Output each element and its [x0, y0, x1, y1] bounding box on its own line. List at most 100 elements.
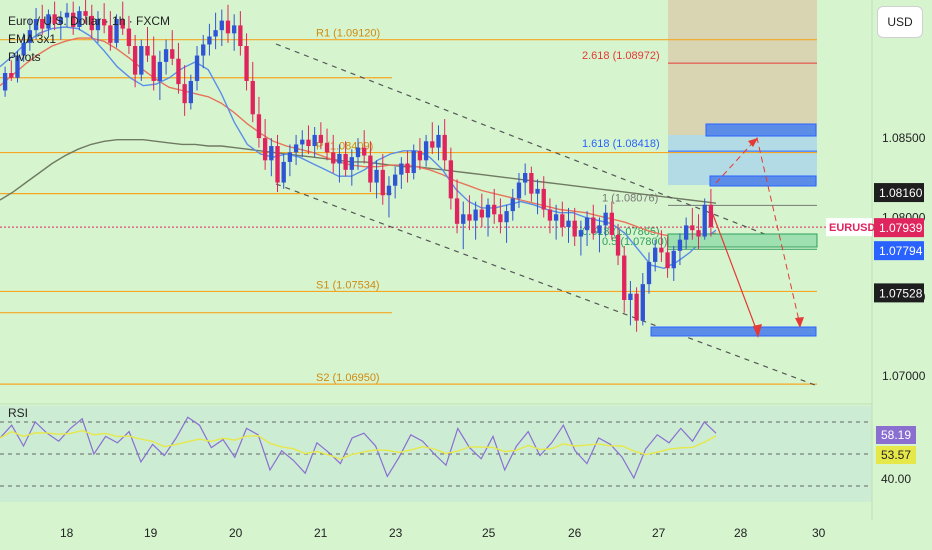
candle[interactable] [423, 141, 429, 161]
candle[interactable] [312, 134, 317, 147]
candle[interactable] [702, 204, 707, 237]
candle[interactable] [467, 214, 472, 221]
candle[interactable] [659, 247, 664, 253]
candle[interactable] [603, 212, 608, 226]
candle[interactable] [244, 46, 249, 81]
candle[interactable] [362, 147, 367, 156]
candle[interactable] [696, 230, 701, 237]
candle[interactable] [417, 150, 423, 161]
candle[interactable] [615, 234, 621, 256]
candle[interactable] [368, 155, 373, 183]
candle[interactable] [170, 49, 175, 59]
candle[interactable] [653, 247, 658, 262]
candle[interactable] [2, 73, 8, 91]
legend-ema[interactable]: EMA 3x1 [8, 32, 57, 46]
rsi-title[interactable]: RSI [8, 406, 29, 420]
candle[interactable] [498, 214, 503, 223]
candle[interactable] [454, 198, 460, 224]
candle[interactable] [640, 284, 645, 321]
resistance-box[interactable] [709, 175, 817, 187]
candle[interactable] [516, 182, 522, 199]
candle[interactable] [194, 55, 200, 81]
ema-fast-line[interactable] [0, 26, 717, 270]
rsi-ma-line[interactable] [0, 429, 717, 460]
candle[interactable] [448, 160, 454, 199]
candle[interactable] [95, 19, 101, 31]
candle[interactable] [250, 80, 255, 115]
candle[interactable] [269, 146, 274, 161]
candle[interactable] [64, 12, 70, 18]
candle[interactable] [225, 20, 231, 34]
candle[interactable] [232, 25, 237, 34]
legend-symbol[interactable]: Euro / U.S. Dollar · 1h · FXCM [8, 14, 171, 28]
candle[interactable] [132, 46, 138, 75]
candle[interactable] [83, 11, 88, 16]
candle[interactable] [399, 163, 404, 175]
supply-box[interactable] [705, 123, 817, 137]
candle[interactable] [591, 217, 596, 234]
candle[interactable] [479, 209, 484, 218]
candle[interactable] [201, 44, 206, 56]
channel-upper-line[interactable] [275, 43, 781, 241]
candle[interactable] [504, 211, 509, 223]
candle[interactable] [492, 204, 497, 215]
candle[interactable] [430, 141, 435, 148]
candle[interactable] [337, 153, 342, 164]
candle[interactable] [46, 14, 51, 29]
candle[interactable] [374, 169, 379, 183]
candle[interactable] [529, 173, 534, 194]
entry-box[interactable] [667, 233, 818, 248]
candle[interactable] [535, 188, 540, 194]
candle[interactable] [386, 185, 392, 196]
candle[interactable] [176, 58, 181, 85]
candle[interactable] [584, 217, 590, 231]
candle[interactable] [405, 163, 410, 174]
candle[interactable] [628, 293, 633, 300]
candle[interactable] [609, 212, 615, 235]
candle[interactable] [380, 169, 385, 196]
candle[interactable] [40, 19, 45, 29]
candle[interactable] [262, 138, 268, 161]
candle[interactable] [318, 134, 324, 143]
candle[interactable] [256, 114, 262, 139]
candle[interactable] [207, 36, 212, 45]
candle[interactable] [622, 255, 627, 300]
candle[interactable] [293, 144, 299, 153]
candle[interactable] [71, 12, 76, 27]
candle[interactable] [275, 146, 280, 183]
candle[interactable] [665, 252, 670, 269]
candle[interactable] [120, 19, 125, 29]
candle[interactable] [572, 220, 577, 237]
candle[interactable] [139, 46, 144, 75]
candle[interactable] [52, 14, 57, 24]
candle[interactable] [683, 225, 689, 240]
candle[interactable] [473, 209, 478, 221]
candle[interactable] [188, 80, 194, 104]
candle[interactable] [708, 204, 714, 227]
candle[interactable] [77, 11, 82, 27]
candle[interactable] [114, 19, 119, 43]
candle[interactable] [157, 61, 163, 81]
candle[interactable] [145, 46, 150, 56]
candle[interactable] [411, 150, 416, 174]
candle[interactable] [510, 198, 515, 212]
candle[interactable] [163, 49, 169, 62]
candle[interactable] [541, 188, 546, 210]
candle[interactable] [671, 250, 676, 269]
candle[interactable] [219, 20, 224, 31]
candle[interactable] [89, 15, 94, 31]
candle[interactable] [560, 214, 565, 227]
candle[interactable] [677, 239, 683, 251]
candle[interactable] [646, 261, 652, 285]
candle[interactable] [392, 174, 398, 186]
candle[interactable] [300, 139, 305, 145]
candle[interactable] [287, 152, 293, 162]
candle[interactable] [58, 17, 63, 24]
candle[interactable] [15, 55, 20, 78]
candle[interactable] [213, 30, 218, 37]
rsi-line[interactable] [0, 416, 717, 480]
candle[interactable] [21, 42, 26, 56]
candle[interactable] [349, 157, 354, 170]
candle[interactable] [33, 19, 39, 31]
